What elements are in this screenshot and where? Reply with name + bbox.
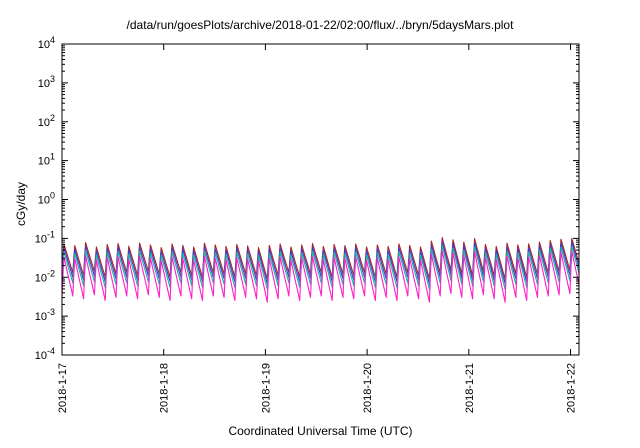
series-flux-teal — [61, 245, 580, 290]
y-tick-label: 10-1 — [35, 229, 55, 245]
y-tick-label: 101 — [38, 152, 55, 168]
x-tick-label: 2018-1-20 — [362, 363, 374, 413]
x-tick-label: 2018-1-18 — [159, 363, 171, 413]
x-tick-label: 2018-1-22 — [566, 363, 578, 413]
y-tick-label: 102 — [38, 113, 55, 129]
chart-title: /data/run/goesPlots/archive/2018-01-22/0… — [126, 18, 514, 32]
plot-border — [61, 43, 580, 356]
y-tick-label: 10-3 — [35, 307, 55, 323]
y-tick-label: 10-4 — [35, 346, 55, 362]
y-tick-label: 100 — [38, 191, 55, 207]
y-tick-label: 103 — [38, 74, 55, 90]
x-tick-label: 2018-1-19 — [260, 363, 272, 413]
series-flux-magenta — [61, 250, 580, 303]
y-tick-label: 10-2 — [35, 268, 55, 284]
x-axis-label: Coordinated Universal Time (UTC) — [228, 424, 413, 438]
x-tick-label: 2018-1-17 — [57, 363, 69, 413]
y-tick-label: 104 — [38, 35, 55, 51]
x-tick-label: 2018-1-21 — [464, 363, 476, 413]
